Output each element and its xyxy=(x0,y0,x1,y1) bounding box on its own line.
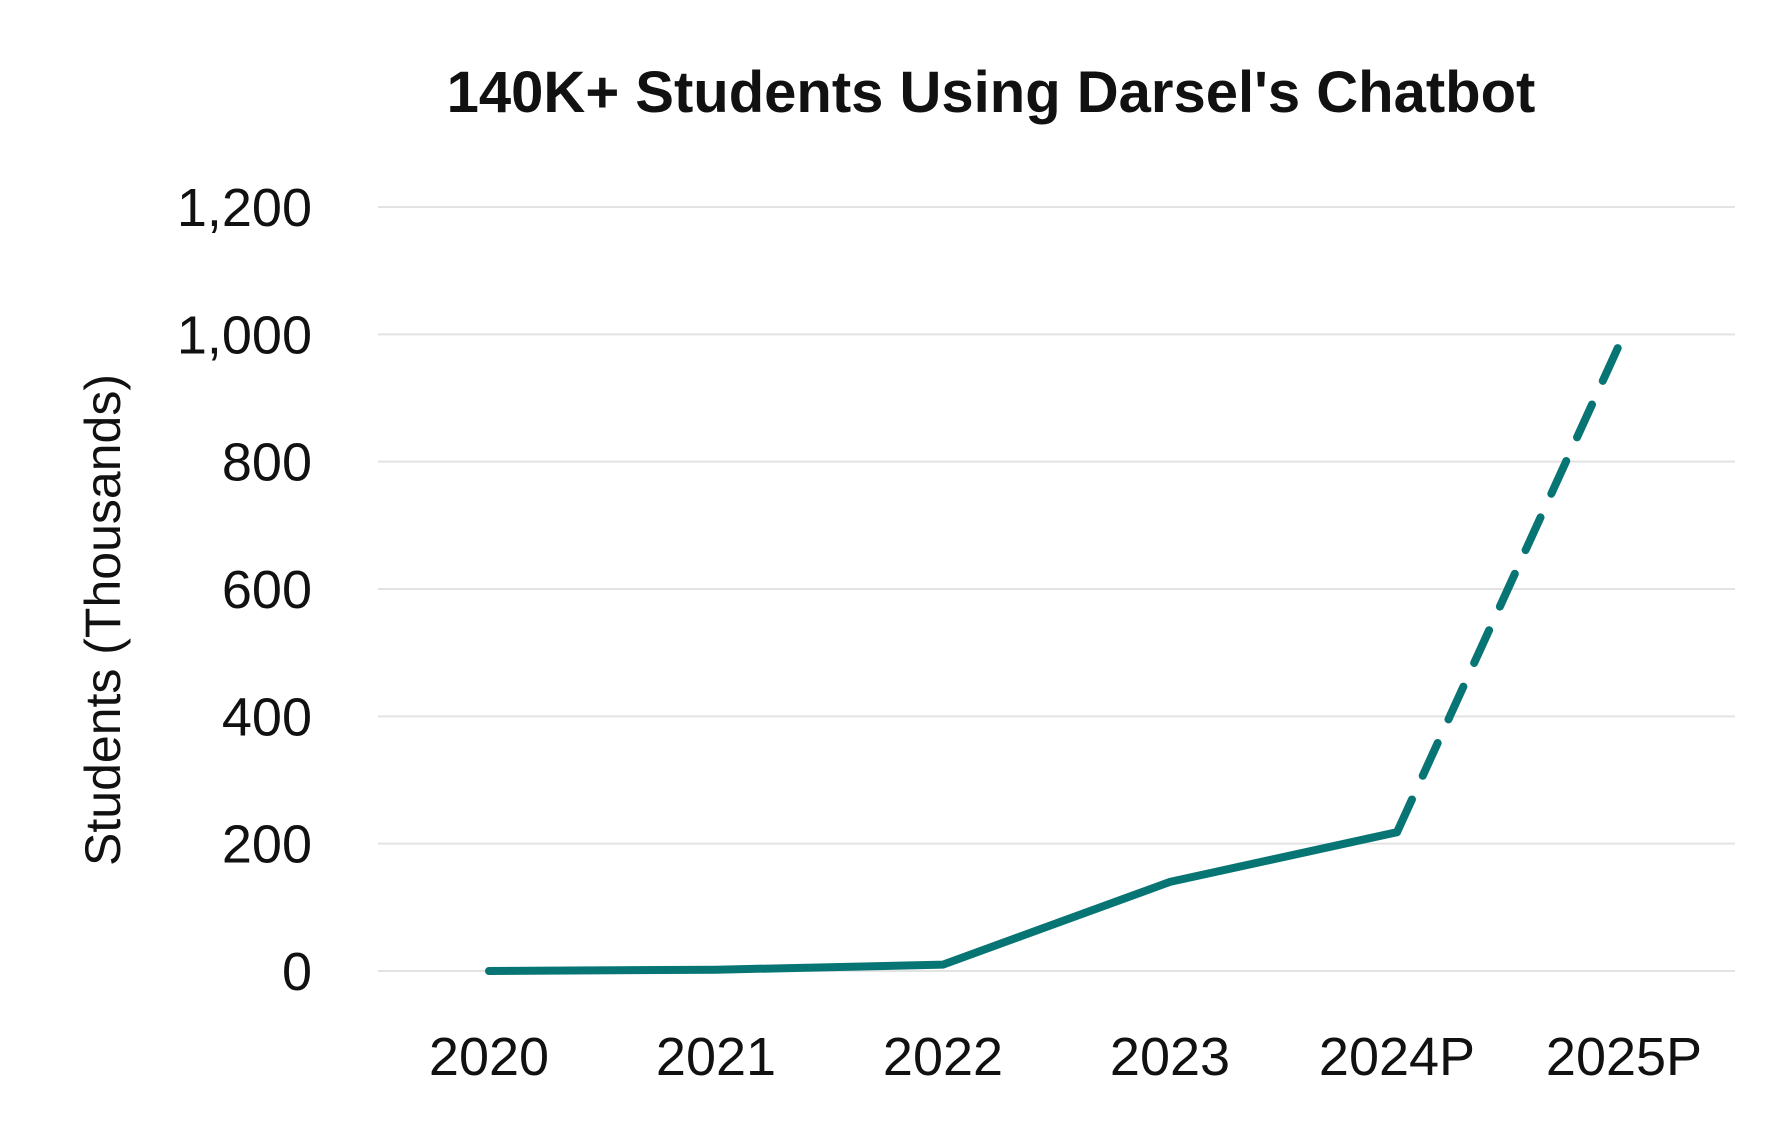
y-tick-label: 800 xyxy=(222,433,312,493)
y-tick-label: 600 xyxy=(222,560,312,620)
y-tick-label: 400 xyxy=(222,687,312,747)
data-point-2024P xyxy=(1393,828,1401,836)
y-tick-label: 200 xyxy=(222,815,312,875)
x-tick-label: 2023 xyxy=(1110,1027,1230,1087)
data-point-2025P xyxy=(1620,330,1628,338)
y-axis-label: Students (Thousands) xyxy=(75,374,131,866)
data-point-2020 xyxy=(485,967,493,975)
y-tick-label: 1,000 xyxy=(177,305,312,365)
data-point-2022 xyxy=(939,961,947,969)
series-line-actual xyxy=(485,828,1401,975)
series-line-projected xyxy=(1393,330,1628,837)
x-tick-label: 2022 xyxy=(883,1027,1003,1087)
y-tick-label: 0 xyxy=(282,942,312,1002)
y-tick-label: 1,200 xyxy=(177,178,312,238)
x-tick-label: 2024P xyxy=(1319,1027,1475,1087)
x-axis-ticks: 2020 2021 2022 2023 2024P 2025P xyxy=(429,1027,1702,1087)
x-tick-label: 2025P xyxy=(1546,1027,1702,1087)
series-lines xyxy=(485,330,1628,975)
x-tick-label: 2021 xyxy=(656,1027,776,1087)
x-tick-label: 2020 xyxy=(429,1027,549,1087)
data-point-2021 xyxy=(712,966,720,974)
gridlines xyxy=(378,206,1735,972)
data-point-2023 xyxy=(1166,878,1174,886)
y-axis-ticks: 0 200 400 600 800 1,000 1,200 xyxy=(177,178,312,1002)
chart-title: 140K+ Students Using Darsel's Chatbot xyxy=(447,60,1536,125)
